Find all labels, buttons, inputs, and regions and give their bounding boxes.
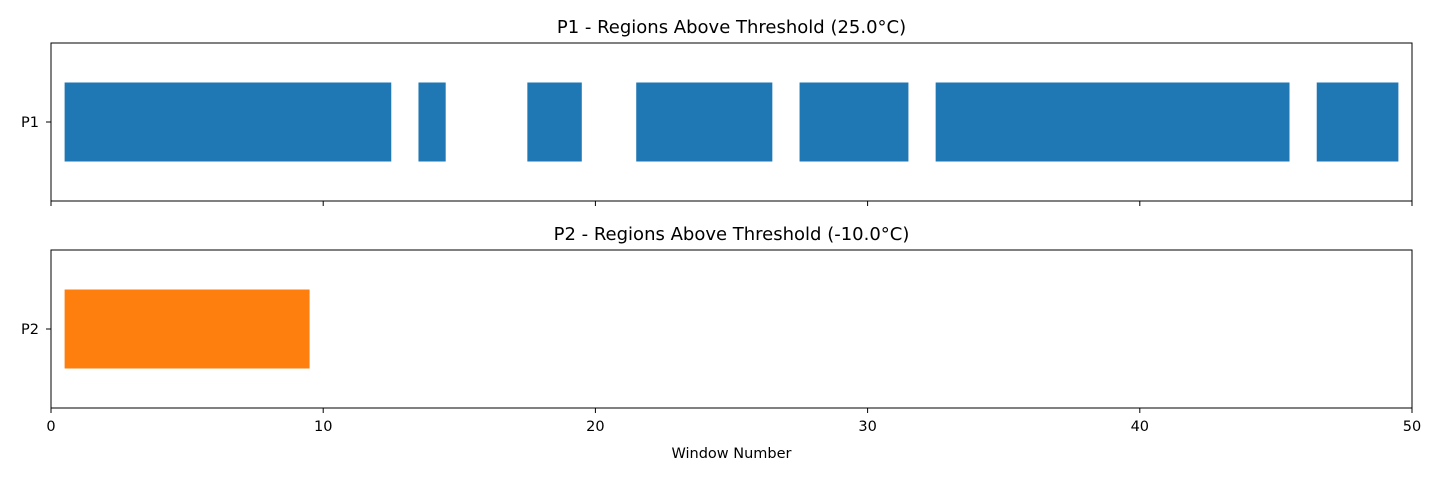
bar-1-7: [1316, 82, 1399, 162]
bar-1-6: [935, 82, 1290, 162]
chart-panel-2: P2 - Regions Above Threshold (-10.0°C) P2…: [21, 224, 1421, 462]
chart-panels: P1 - Regions Above Threshold (25.0°C)P1P…: [21, 17, 1421, 462]
bar-1-5: [799, 82, 909, 162]
chart-title: P2 - Regions Above Threshold (-10.0°C): [554, 224, 910, 245]
bar-2-1: [64, 289, 310, 369]
x-tick-label: 30: [858, 419, 876, 435]
y-tick-label: P1: [21, 115, 39, 131]
x-tick-label: 0: [46, 419, 55, 435]
x-tick-label: 40: [1131, 419, 1149, 435]
bar-1-4: [636, 82, 773, 162]
x-axis-label: Window Number: [671, 446, 791, 462]
chart-panel-1: P1 - Regions Above Threshold (25.0°C) P1: [21, 17, 1413, 206]
chart-title: P1 - Regions Above Threshold (25.0°C): [557, 17, 906, 38]
bar-1-1: [64, 82, 392, 162]
x-tick-label: 20: [586, 419, 604, 435]
x-tick-label: 50: [1403, 419, 1421, 435]
y-tick-label: P2: [21, 322, 39, 338]
bar-1-2: [418, 82, 446, 162]
x-tick-label: 10: [314, 419, 332, 435]
bar-1-3: [527, 82, 582, 162]
